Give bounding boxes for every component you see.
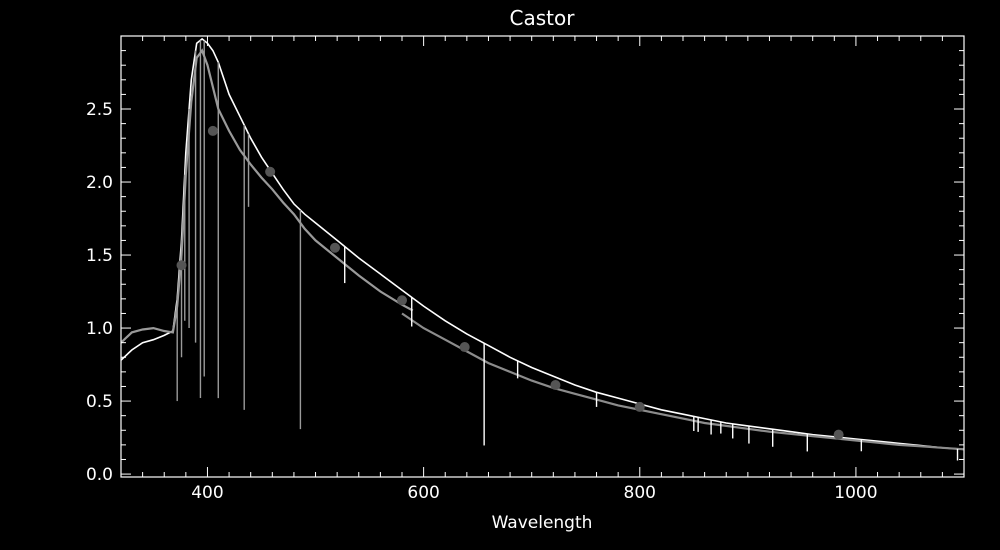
y-tick-label: 1.0 — [86, 319, 113, 339]
y-tick-label: 0.0 — [86, 465, 113, 485]
spectrum-series-1 — [121, 48, 414, 344]
photometry-point — [207, 125, 218, 136]
x-tick-label: 1000 — [834, 483, 877, 503]
photometry-point — [634, 401, 645, 412]
photometry-point — [176, 260, 187, 271]
x-axis-label: Wavelength — [492, 513, 593, 533]
plot-frame — [120, 35, 965, 478]
y-tick-label: 0.5 — [86, 392, 113, 412]
y-tick-label: 1.5 — [86, 246, 113, 266]
plot-area — [121, 37, 964, 461]
y-tick-label: 2.0 — [86, 173, 113, 193]
x-tick-label: 600 — [407, 483, 439, 503]
photometry-point — [397, 295, 407, 306]
x-tick-label: 800 — [624, 483, 656, 503]
spectrum-series-0 — [121, 37, 964, 451]
axes: 400 600 800 1000 0.0 0.5 1.0 1.5 2.0 2.5 — [86, 36, 965, 503]
y-tick-label: 2.5 — [86, 100, 113, 120]
chart-title: Castor — [510, 6, 576, 30]
photometry-point — [265, 166, 276, 177]
spectrum-series-2 — [401, 312, 964, 451]
x-tick-label: 400 — [191, 483, 223, 503]
photometry-point — [459, 342, 470, 353]
photometry-point — [833, 429, 844, 440]
photometry-point — [550, 380, 561, 391]
photometry-point — [329, 242, 340, 253]
